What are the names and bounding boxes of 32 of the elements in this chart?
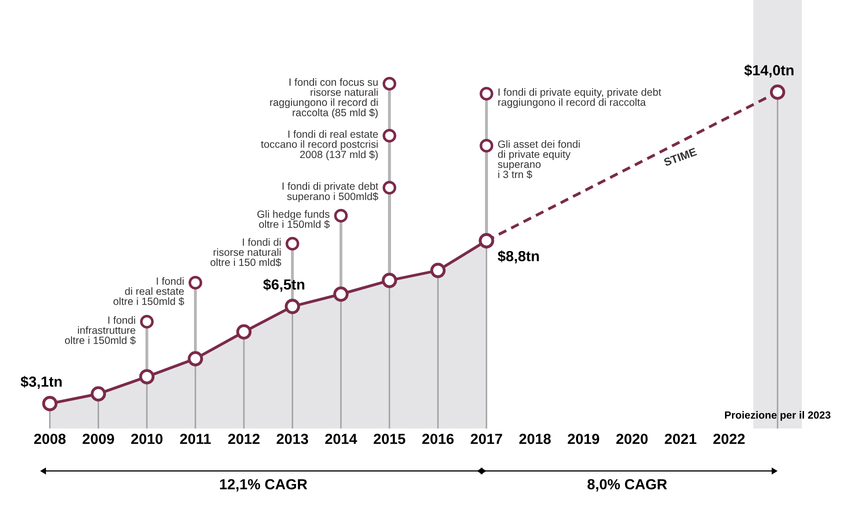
x-tick-label: 2015	[374, 434, 406, 444]
x-tick-label: 2011	[180, 434, 211, 444]
x-tick-label: 2017	[470, 434, 502, 444]
x-tick-label: 2008	[34, 434, 66, 444]
x-tick-label: 2013	[276, 434, 308, 444]
x-tick-label: 2022	[713, 434, 745, 444]
annotation: Gli asset dei fondi di private equity superano i 3 trn $	[498, 140, 580, 179]
annotation: 8,0% CAGR	[588, 479, 667, 492]
annotation: I fondi di private debt superano i 500mld$	[282, 182, 378, 202]
x-tick-label: 2014	[325, 434, 358, 444]
x-tick-label: Proiezione per il 2023	[725, 411, 830, 421]
x-tick-label: 2018	[519, 434, 551, 444]
annotation: I fondi di real estate toccano il record postcrisi 2008 (137 mld $)	[260, 130, 378, 160]
annotation: STIME	[663, 148, 698, 166]
x-tick-label: 2019	[568, 434, 600, 444]
x-tick-label: 2010	[131, 434, 162, 444]
x-tick-label: 2012	[228, 434, 260, 444]
annotation: I fondi di private equity, private debt raggiungono il record di raccolta	[498, 88, 662, 108]
x-tick-label: 2021	[664, 434, 696, 444]
annotation: I fondi di risorse naturali oltre i 150 mld$	[210, 238, 282, 267]
annotation: Gli hedge funds oltre i 150mld $	[257, 210, 330, 229]
x-tick-label: 2016	[422, 434, 454, 444]
x-tick-label: 2009	[82, 434, 114, 444]
data-label: $3,1tn	[20, 376, 62, 389]
x-tick-label: 2020	[616, 434, 648, 444]
annotation: I fondi con focus su risorse naturali raggiungono il record di raccolta (85 mld $)	[270, 78, 378, 118]
data-label: $6,5tn	[263, 278, 304, 292]
data-label: $14,0tn	[744, 64, 794, 78]
annotation: I fondi infrastrutture oltre i 150mld $	[64, 316, 136, 345]
data-label: $8,8tn	[498, 250, 539, 264]
annotation: I fondi di real estate oltre i 150mld $	[114, 277, 184, 306]
annotation: 12,1% CAGR	[220, 479, 308, 492]
